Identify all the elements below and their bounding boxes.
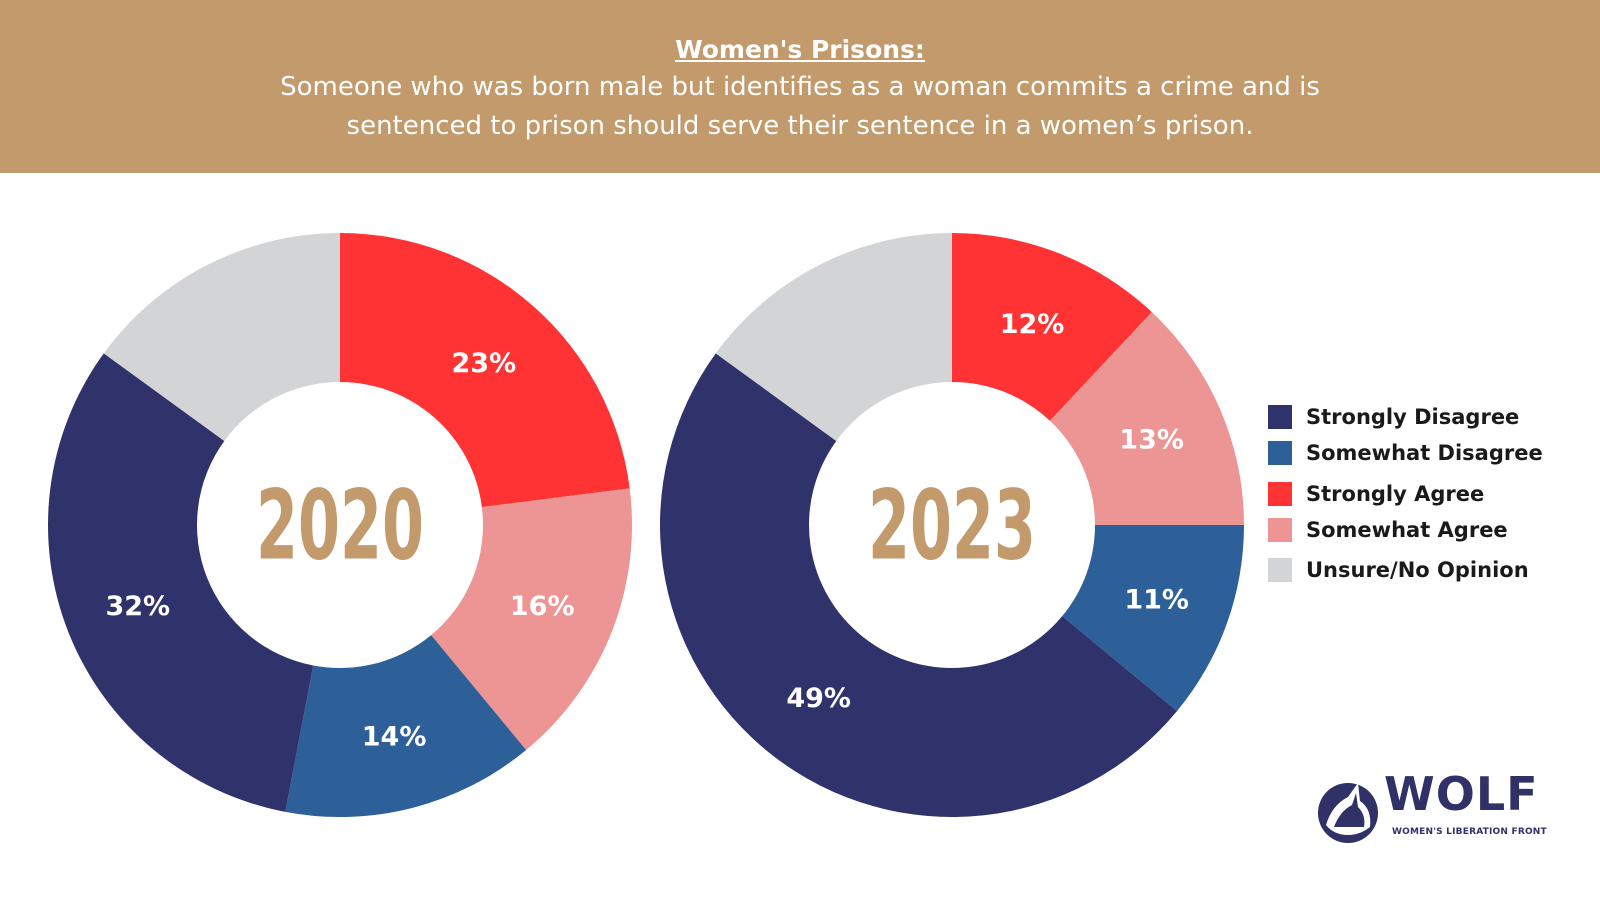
donut-slice-2023-strongly-agree: [952, 233, 1152, 421]
legend-label: Strongly Agree: [1306, 482, 1485, 506]
legend-item-unsure: Unsure/No Opinion: [1268, 558, 1529, 582]
chart-year-label: 2023: [868, 469, 1036, 582]
donut-slice-2020-somewhat-disagree: [285, 635, 527, 817]
donut-slice-2023-somewhat-agree: [1049, 312, 1244, 525]
legend-item-strongly-disagree: Strongly Disagree: [1268, 405, 1519, 429]
legend-swatch: [1268, 558, 1292, 582]
slice-label: 13%: [1119, 425, 1184, 456]
donut-slice-2020-somewhat-agree: [431, 488, 632, 750]
legend-label: Strongly Disagree: [1306, 405, 1520, 429]
slice-label: 16%: [510, 591, 575, 622]
legend-swatch: [1268, 441, 1292, 465]
slice-label: 23%: [452, 348, 517, 379]
legend-item-strongly-agree: Strongly Agree: [1268, 482, 1484, 506]
legend-label: Somewhat Disagree: [1306, 441, 1543, 465]
header-title: Women's Prisons:: [675, 35, 925, 64]
chart-year-label: 2020: [256, 469, 424, 582]
logo-subtitle: WOMEN'S LIBERATION FRONT: [1392, 827, 1547, 837]
slice-label: 11%: [1124, 585, 1189, 616]
legend-swatch: [1268, 482, 1292, 506]
legend-label: Somewhat Agree: [1306, 518, 1508, 542]
wolf-logo: WOLF WOMEN'S LIBERATION FRONT: [1312, 767, 1552, 850]
donut-slice-2020-unsure-no-opinion: [103, 233, 341, 441]
header-question-line-1: Someone who was born male but identifies…: [280, 72, 1320, 102]
donut-slice-2023-somewhat-disagree: [1062, 525, 1244, 712]
legend-item-somewhat-disagree: Somewhat Disagree: [1268, 441, 1543, 465]
header-banner: Women's Prisons: Someone who was born ma…: [0, 0, 1600, 173]
donut-slice-2023-strongly-disagree: [660, 353, 1177, 817]
slice-label: 12%: [1000, 309, 1065, 340]
legend-swatch: [1268, 405, 1292, 429]
donut-slice-2023-unsure-no-opinion: [715, 233, 952, 441]
header-question-line-2: sentenced to prison should serve their s…: [346, 111, 1254, 141]
legend-item-somewhat-agree: Somewhat Agree: [1268, 518, 1508, 542]
legend-swatch: [1268, 518, 1292, 542]
wolf-head-icon: [1318, 783, 1378, 843]
legend-label: Unsure/No Opinion: [1306, 558, 1529, 582]
logo-wordmark: WOLF: [1384, 767, 1539, 821]
slice-label: 32%: [105, 591, 170, 622]
slice-label: 14%: [362, 722, 427, 753]
donut-slice-2020-strongly-disagree: [47, 353, 314, 812]
slice-label: 49%: [786, 683, 851, 714]
donut-slice-2020-strongly-agree: [340, 233, 630, 508]
